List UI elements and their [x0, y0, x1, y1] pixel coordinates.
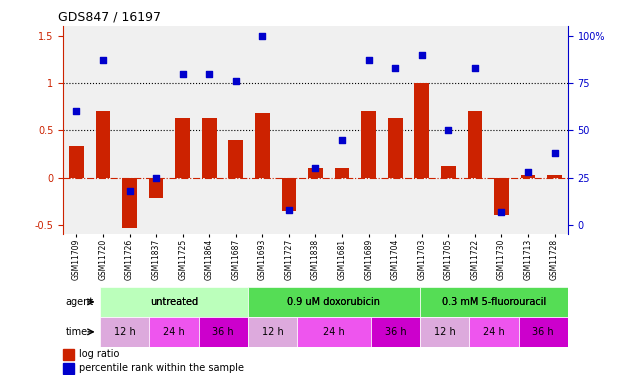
- Point: [204, 70, 215, 76]
- Bar: [69, 146, 84, 178]
- Text: 0.9 uM doxorubicin: 0.9 uM doxorubicin: [288, 297, 380, 307]
- Bar: [149, 178, 163, 198]
- Point: [416, 52, 427, 58]
- Point: [550, 150, 560, 156]
- Bar: [96, 111, 110, 178]
- Bar: [175, 118, 190, 178]
- Bar: [420, 287, 568, 317]
- Text: 36 h: 36 h: [385, 327, 406, 337]
- Point: [444, 128, 454, 134]
- Bar: [469, 317, 519, 347]
- Point: [337, 137, 347, 143]
- Bar: [248, 287, 420, 317]
- Text: log ratio: log ratio: [79, 349, 119, 359]
- Point: [390, 65, 400, 71]
- Bar: [228, 140, 243, 178]
- Bar: [63, 363, 74, 374]
- Text: percentile rank within the sample: percentile rank within the sample: [79, 363, 244, 373]
- Bar: [420, 317, 469, 347]
- Text: 12 h: 12 h: [114, 327, 136, 337]
- Bar: [521, 175, 535, 178]
- Point: [71, 108, 81, 114]
- Bar: [420, 287, 568, 317]
- Text: 24 h: 24 h: [323, 327, 345, 337]
- Text: untreated: untreated: [150, 297, 198, 307]
- Bar: [199, 317, 248, 347]
- Bar: [308, 168, 323, 178]
- Bar: [255, 113, 269, 178]
- Bar: [248, 287, 420, 317]
- Bar: [494, 178, 509, 216]
- Bar: [150, 317, 199, 347]
- Point: [310, 165, 321, 171]
- Bar: [202, 118, 216, 178]
- Text: 0.3 mM 5-fluorouracil: 0.3 mM 5-fluorouracil: [442, 297, 546, 307]
- Bar: [100, 287, 248, 317]
- Text: GDS847 / 16197: GDS847 / 16197: [58, 11, 161, 24]
- Bar: [63, 349, 74, 360]
- Text: untreated: untreated: [150, 297, 198, 307]
- Point: [257, 33, 268, 39]
- Text: 12 h: 12 h: [434, 327, 456, 337]
- Point: [523, 169, 533, 175]
- Bar: [468, 111, 482, 178]
- Text: 0.9 uM doxorubicin: 0.9 uM doxorubicin: [288, 297, 380, 307]
- Point: [124, 188, 134, 194]
- Bar: [388, 118, 403, 178]
- Bar: [441, 166, 456, 178]
- Text: 12 h: 12 h: [261, 327, 283, 337]
- Bar: [362, 111, 376, 178]
- Bar: [248, 317, 297, 347]
- Bar: [297, 317, 371, 347]
- Text: 24 h: 24 h: [163, 327, 185, 337]
- Bar: [335, 168, 350, 178]
- Bar: [100, 317, 150, 347]
- Point: [284, 207, 294, 213]
- Bar: [100, 287, 248, 317]
- Text: 24 h: 24 h: [483, 327, 505, 337]
- Bar: [371, 317, 420, 347]
- Point: [98, 57, 108, 63]
- Text: 0.3 mM 5-fluorouracil: 0.3 mM 5-fluorouracil: [442, 297, 546, 307]
- Text: 36 h: 36 h: [533, 327, 554, 337]
- Bar: [281, 178, 296, 211]
- Point: [470, 65, 480, 71]
- Text: 36 h: 36 h: [213, 327, 234, 337]
- Text: time: time: [66, 327, 88, 337]
- Bar: [547, 175, 562, 178]
- Bar: [122, 178, 137, 228]
- Bar: [519, 317, 568, 347]
- Point: [497, 209, 507, 214]
- Point: [231, 78, 241, 84]
- Point: [177, 70, 187, 76]
- Point: [151, 175, 161, 181]
- Bar: [415, 83, 429, 178]
- Text: agent: agent: [66, 297, 94, 307]
- Point: [363, 57, 374, 63]
